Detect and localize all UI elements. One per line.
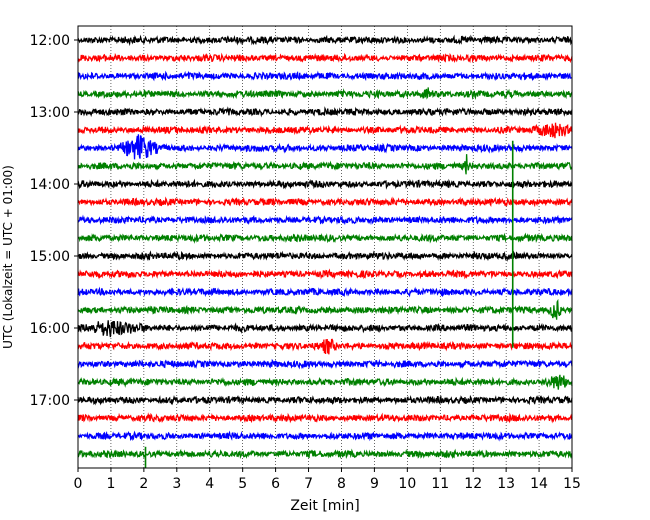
x-tick-label: 3 (172, 476, 181, 492)
seismic-trace-5 (77, 122, 573, 139)
x-tick-label: 12 (464, 476, 482, 492)
y-tick-label: 16:00 (30, 321, 70, 337)
seismic-trace-18 (77, 358, 573, 370)
x-tick-label: 11 (431, 476, 449, 492)
seismic-traces (77, 34, 573, 460)
seismic-trace-22 (77, 430, 573, 442)
x-tick-label: 2 (139, 476, 148, 492)
y-tick-label: 15:00 (30, 249, 70, 265)
seismic-trace-10 (77, 214, 573, 226)
x-tick-label: 13 (497, 476, 515, 492)
seismic-trace-4 (77, 106, 573, 118)
seismic-trace-16 (77, 320, 573, 338)
x-tick-label: 5 (238, 476, 247, 492)
seismic-trace-0 (77, 34, 573, 47)
seismic-trace-3 (77, 87, 573, 101)
seismic-trace-21 (77, 412, 573, 424)
x-tick-label: 0 (74, 476, 83, 492)
seismic-trace-17 (77, 338, 573, 355)
event-spikes (144, 140, 514, 468)
y-tick-label: 14:00 (30, 177, 70, 193)
seismic-trace-9 (77, 196, 573, 208)
plot-area-frame (77, 25, 573, 469)
seismic-trace-6 (77, 134, 573, 160)
seismic-trace-23 (77, 448, 573, 460)
x-tick-label: 9 (370, 476, 379, 492)
x-tick-label: 7 (304, 476, 313, 492)
x-tick-label: 4 (205, 476, 214, 492)
seismic-trace-12 (77, 250, 573, 262)
x-tick-label: 10 (398, 476, 416, 492)
seismic-trace-2 (77, 70, 573, 82)
seismic-trace-19 (77, 374, 573, 390)
seismic-trace-20 (77, 394, 573, 406)
seismic-trace-7 (77, 154, 573, 175)
x-axis-title: Zeit [min] (290, 498, 359, 514)
y-axis-ticks: 12:00 13:00 14:00 15:00 16:00 17:00 (30, 33, 78, 409)
seismic-trace-1 (77, 52, 573, 64)
x-tick-label: 1 (106, 476, 115, 492)
seismic-trace-13 (77, 268, 573, 280)
seismic-trace-14 (77, 286, 573, 298)
y-tick-label: 12:00 (30, 33, 70, 49)
x-axis-ticks: 0 1 2 3 4 5 6 7 8 9 10 11 12 13 14 15 (74, 468, 581, 492)
seismic-trace-8 (77, 178, 573, 190)
seismic-trace-11 (77, 232, 573, 244)
x-tick-label: 14 (530, 476, 548, 492)
y-tick-label: 13:00 (30, 105, 70, 121)
seismic-trace-15 (77, 298, 573, 320)
x-tick-label: 8 (337, 476, 346, 492)
x-tick-label: 6 (271, 476, 280, 492)
y-axis-title: UTC (Lokalzeit = UTC + 01:00) (1, 165, 15, 349)
y-tick-label: 17:00 (30, 393, 70, 409)
x-tick-label: 15 (563, 476, 581, 492)
